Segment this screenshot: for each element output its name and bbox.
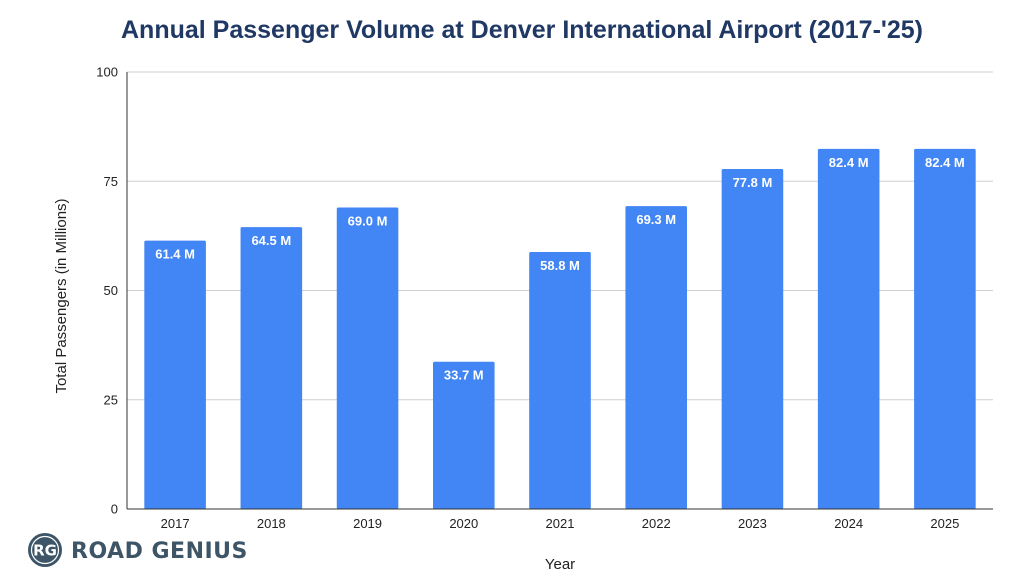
data-label-2021: 58.8 M bbox=[540, 258, 580, 273]
y-tick-label: 50 bbox=[104, 283, 118, 298]
bars bbox=[144, 148, 976, 510]
bar-2025 bbox=[914, 148, 976, 510]
x-tick-label-2019: 2019 bbox=[353, 516, 382, 531]
road-genius-logo: RG ROAD GENIUS bbox=[28, 533, 248, 567]
y-axis-title: Total Passengers (in Millions) bbox=[53, 198, 70, 393]
data-label-2020: 33.7 M bbox=[444, 368, 484, 383]
x-tick-label-2021: 2021 bbox=[546, 516, 575, 531]
data-label-2025: 82.4 M bbox=[925, 155, 965, 170]
x-tick-label-2025: 2025 bbox=[930, 516, 959, 531]
x-axis-title: Year bbox=[545, 556, 575, 573]
road-genius-logo-icon bbox=[28, 533, 62, 567]
bar-2019 bbox=[336, 207, 399, 509]
y-axis-ticks: 0 25 50 75 100 bbox=[96, 65, 118, 517]
data-label-2023: 77.8 M bbox=[733, 175, 773, 190]
data-label-2024: 82.4 M bbox=[829, 155, 869, 170]
logo-name: ROAD GENIUS bbox=[71, 539, 248, 564]
data-label-2017: 61.4 M bbox=[155, 247, 195, 262]
bar-2022 bbox=[625, 206, 688, 509]
x-tick-label-2018: 2018 bbox=[257, 516, 286, 531]
x-tick-label-2023: 2023 bbox=[738, 516, 767, 531]
data-label-2022: 69.3 M bbox=[636, 212, 676, 227]
bar-2023 bbox=[721, 169, 784, 509]
chart-title: Annual Passenger Volume at Denver Intern… bbox=[121, 16, 923, 44]
y-tick-label: 100 bbox=[96, 65, 118, 80]
bar-2018 bbox=[240, 227, 303, 509]
x-tick-label-2017: 2017 bbox=[161, 516, 190, 531]
y-tick-label: 25 bbox=[104, 392, 118, 407]
x-tick-label-2024: 2024 bbox=[834, 516, 863, 531]
bar-2020 bbox=[432, 361, 495, 509]
logo-ring bbox=[30, 535, 60, 565]
bar-2024 bbox=[817, 148, 880, 510]
bar-2017 bbox=[144, 240, 206, 509]
x-tick-label-2022: 2022 bbox=[642, 516, 671, 531]
data-label-2018: 64.5 M bbox=[251, 233, 291, 248]
data-label-2019: 69.0 M bbox=[348, 213, 388, 228]
bar-2021 bbox=[529, 252, 591, 509]
x-axis-ticks: 2017 2018 2019 2020 2021 2022 2023 2024 2025 bbox=[161, 516, 960, 531]
x-tick-label-2020: 2020 bbox=[449, 516, 478, 531]
logo-monogram: RG bbox=[33, 542, 57, 560]
y-tick-label: 0 bbox=[111, 502, 118, 517]
y-tick-label: 75 bbox=[104, 174, 118, 189]
data-labels: 61.4 M 64.5 M 69.0 M 33.7 M 58.8 M 69.3 M 77.8… bbox=[155, 155, 965, 383]
